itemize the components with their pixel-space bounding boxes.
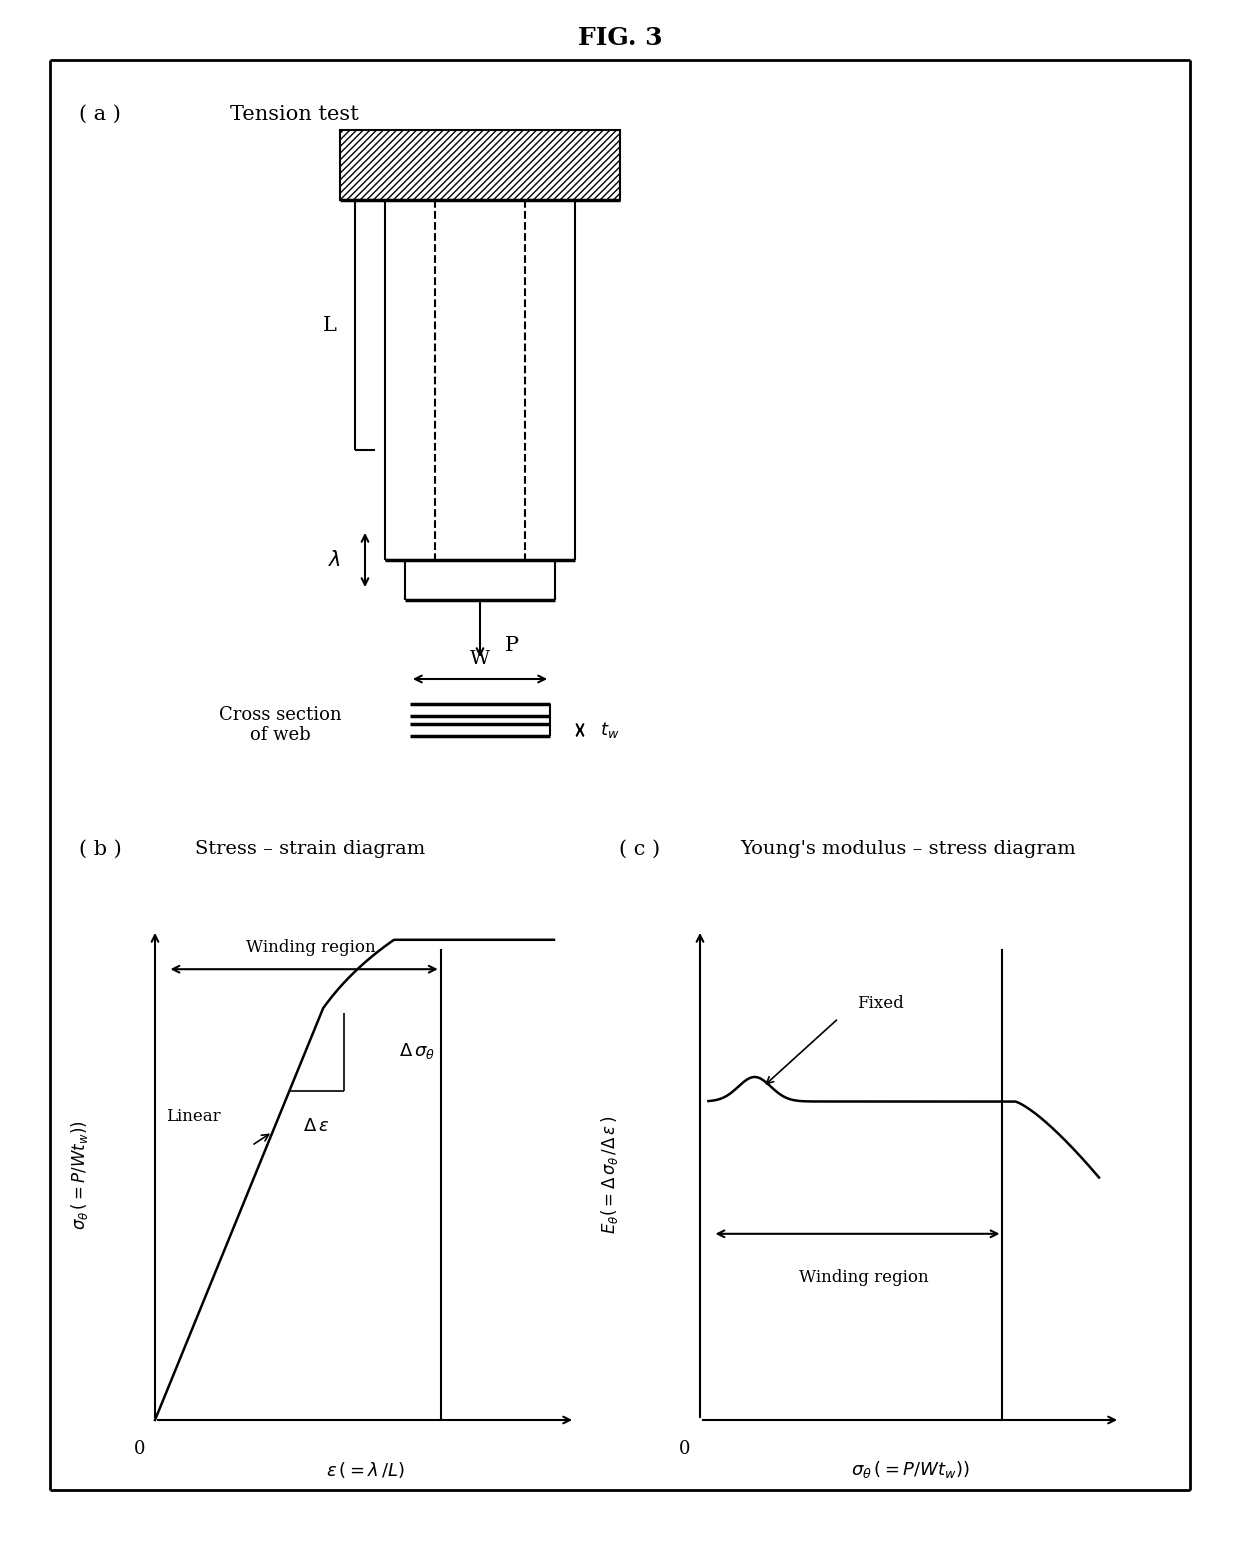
Text: Winding region: Winding region — [246, 939, 376, 956]
Text: P: P — [505, 635, 520, 655]
Text: L: L — [324, 316, 337, 335]
Text: $\lambda$: $\lambda$ — [329, 550, 341, 570]
Text: Stress – strain diagram: Stress – strain diagram — [195, 840, 425, 858]
Text: Fixed: Fixed — [857, 994, 904, 1011]
Text: Tension test: Tension test — [229, 105, 358, 124]
Text: ( c ): ( c ) — [620, 840, 661, 860]
Text: FIG. 3: FIG. 3 — [578, 26, 662, 50]
Text: Linear: Linear — [166, 1108, 221, 1125]
Text: $\sigma_\theta\,(=P/Wt_w))$: $\sigma_\theta\,(=P/Wt_w))$ — [851, 1459, 970, 1481]
Text: 0: 0 — [680, 1441, 691, 1458]
Text: $\Delta\,\varepsilon$: $\Delta\,\varepsilon$ — [303, 1117, 329, 1135]
Text: $\varepsilon\,(=\lambda\,/L)$: $\varepsilon\,(=\lambda\,/L)$ — [326, 1461, 404, 1479]
Text: $t_w$: $t_w$ — [600, 720, 620, 740]
Text: Winding region: Winding region — [799, 1269, 929, 1286]
Text: ( a ): ( a ) — [79, 105, 122, 124]
Text: ( b ): ( b ) — [78, 840, 122, 860]
Bar — [340, 130, 620, 200]
Text: 0: 0 — [134, 1441, 146, 1458]
Text: W: W — [470, 651, 490, 668]
Text: $\sigma_\theta\,(=P/Wt_w))$: $\sigma_\theta\,(=P/Wt_w))$ — [69, 1120, 91, 1230]
Text: $E_\theta(=\Delta\,\sigma_\theta\,/\Delta\,\varepsilon\,)$: $E_\theta(=\Delta\,\sigma_\theta\,/\Delt… — [599, 1115, 620, 1235]
Text: Young's modulus – stress diagram: Young's modulus – stress diagram — [740, 840, 1076, 858]
Text: $\Delta\,\sigma_\theta$: $\Delta\,\sigma_\theta$ — [399, 1041, 435, 1061]
Text: Cross section
of web: Cross section of web — [218, 706, 341, 745]
